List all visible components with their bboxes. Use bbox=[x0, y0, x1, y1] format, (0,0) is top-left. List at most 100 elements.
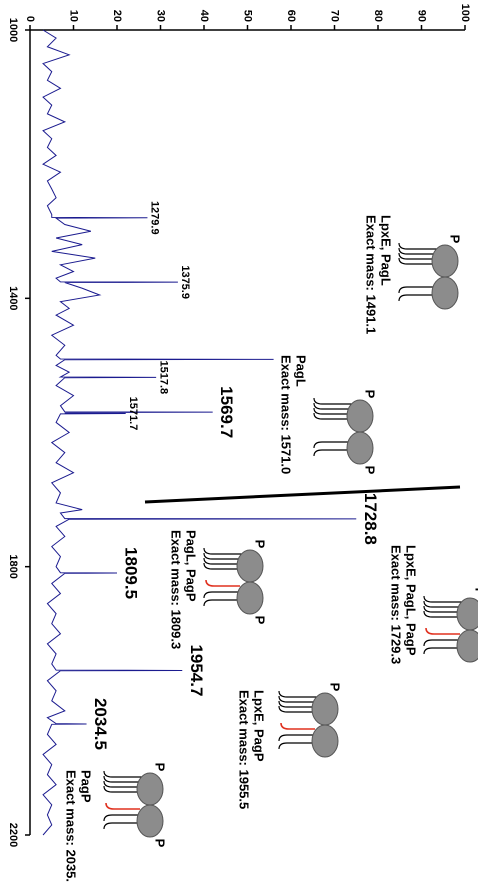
acyl-chain bbox=[203, 591, 242, 599]
acyl-chain bbox=[203, 547, 242, 555]
phosphate-label: P bbox=[153, 763, 168, 772]
sugar bbox=[346, 431, 374, 465]
palmitate-chain bbox=[205, 579, 240, 587]
acyl-chain bbox=[423, 600, 462, 608]
acyl-chain bbox=[278, 700, 317, 708]
acyl-chain bbox=[313, 412, 352, 420]
acyl-chain bbox=[313, 407, 352, 415]
peak-label: 1809.5 bbox=[122, 547, 141, 599]
sugar bbox=[311, 692, 339, 726]
acyl-chain bbox=[313, 397, 352, 405]
y-tick-label: 30 bbox=[155, 10, 167, 22]
annotation-text: PagL bbox=[294, 355, 309, 387]
acyl-chain bbox=[278, 705, 317, 713]
sugar bbox=[236, 581, 264, 615]
x-tick-label: 2200 bbox=[7, 823, 19, 847]
sugar bbox=[431, 244, 459, 278]
phosphate-label: P bbox=[153, 839, 168, 848]
acyl-chain bbox=[423, 605, 462, 613]
acyl-chain bbox=[203, 552, 242, 560]
pointer-line bbox=[144, 485, 461, 504]
peak-label: 1954.7 bbox=[187, 644, 206, 696]
acyl-chain bbox=[103, 822, 142, 830]
acyl-chain bbox=[313, 449, 352, 457]
x-tick-label: 1000 bbox=[7, 18, 19, 42]
acyl-chain bbox=[103, 814, 142, 822]
peak-label: 1728.8 bbox=[361, 493, 380, 545]
acyl-chain bbox=[398, 252, 437, 260]
acyl-chain bbox=[203, 599, 242, 607]
y-tick-label: 80 bbox=[372, 10, 384, 22]
sugar bbox=[236, 549, 264, 583]
acyl-chain bbox=[398, 294, 437, 302]
acyl-chain bbox=[103, 785, 142, 793]
peak-label: 1517.8 bbox=[157, 361, 169, 395]
annotation-text: Exact mass: 1491.1 bbox=[364, 215, 379, 334]
y-tick-label: 90 bbox=[416, 10, 428, 22]
acyl-chain bbox=[278, 734, 317, 742]
palmitate-chain bbox=[425, 627, 460, 635]
acyl-chain bbox=[423, 610, 462, 618]
phosphate-label: P bbox=[253, 616, 268, 625]
acyl-chain bbox=[103, 780, 142, 788]
x-tick-label: 1800 bbox=[7, 554, 19, 578]
peak-label: 1375.9 bbox=[179, 265, 191, 299]
y-tick-label: 20 bbox=[111, 10, 123, 22]
y-tick-label: 100 bbox=[459, 4, 471, 22]
acyl-chain bbox=[398, 286, 437, 294]
acyl-chain bbox=[103, 770, 142, 778]
phosphate-label: P bbox=[253, 540, 268, 549]
palmitate-chain bbox=[105, 802, 140, 810]
annotation-text: Exact mass: 1571.0 bbox=[279, 355, 294, 474]
annotation-text: LpxE, PagL, PagP bbox=[404, 545, 419, 656]
phosphate-label: P bbox=[448, 235, 463, 244]
acyl-chain bbox=[103, 775, 142, 783]
peak-label: 1571.7 bbox=[127, 397, 139, 431]
sugar bbox=[456, 629, 478, 663]
acyl-chain bbox=[423, 595, 462, 603]
y-tick-label: 0 bbox=[24, 16, 36, 22]
peak-label: 1569.7 bbox=[217, 386, 236, 438]
acyl-chain bbox=[313, 402, 352, 410]
y-tick-label: 70 bbox=[329, 10, 341, 22]
spectrum-line bbox=[42, 29, 357, 836]
acyl-chain bbox=[398, 247, 437, 255]
acyl-chain bbox=[313, 441, 352, 449]
acyl-chain bbox=[398, 242, 437, 250]
acyl-chain bbox=[423, 647, 462, 655]
annotation-text: Exact mass: 1955.5 bbox=[237, 690, 252, 809]
annotation-text: LpxE, PagL bbox=[379, 215, 394, 286]
acyl-chain bbox=[278, 742, 317, 750]
annotation-text: PagP bbox=[79, 770, 94, 803]
phosphate-label: P bbox=[473, 588, 478, 597]
sugar bbox=[431, 276, 459, 310]
phosphate-label: P bbox=[363, 390, 378, 399]
y-tick-label: 40 bbox=[198, 10, 210, 22]
annotation-text: Exact mass: 2035.5 bbox=[64, 770, 79, 882]
y-tick-label: 10 bbox=[68, 10, 80, 22]
sugar bbox=[136, 804, 164, 838]
x-tick-label: 1400 bbox=[7, 286, 19, 310]
y-tick-label: 60 bbox=[285, 10, 297, 22]
acyl-chain bbox=[203, 562, 242, 570]
annotation-text: LpxE, PagP bbox=[252, 690, 267, 762]
acyl-chain bbox=[423, 639, 462, 647]
sugar bbox=[136, 772, 164, 806]
acyl-chain bbox=[278, 695, 317, 703]
sugar bbox=[346, 399, 374, 433]
annotation-text: Exact mass: 1809.3 bbox=[169, 530, 184, 649]
peak-label: 2034.5 bbox=[91, 698, 110, 750]
phosphate-label: P bbox=[328, 683, 343, 692]
phosphate-label: P bbox=[363, 466, 378, 475]
acyl-chain bbox=[203, 557, 242, 565]
y-tick-label: 50 bbox=[242, 10, 254, 22]
palmitate-chain bbox=[280, 722, 315, 730]
sugar bbox=[456, 597, 478, 631]
annotation-text: PagL, PagP bbox=[184, 530, 199, 602]
acyl-chain bbox=[278, 690, 317, 698]
sugar bbox=[311, 724, 339, 758]
peak-label: 1279.9 bbox=[149, 201, 161, 235]
annotation-text: Exact mass: 1729.3 bbox=[389, 545, 404, 664]
rotated-plot: 0 10 20 30 40 50 60 70 80 90 100 1000 1400 1800 2200 12… bbox=[7, 4, 478, 882]
